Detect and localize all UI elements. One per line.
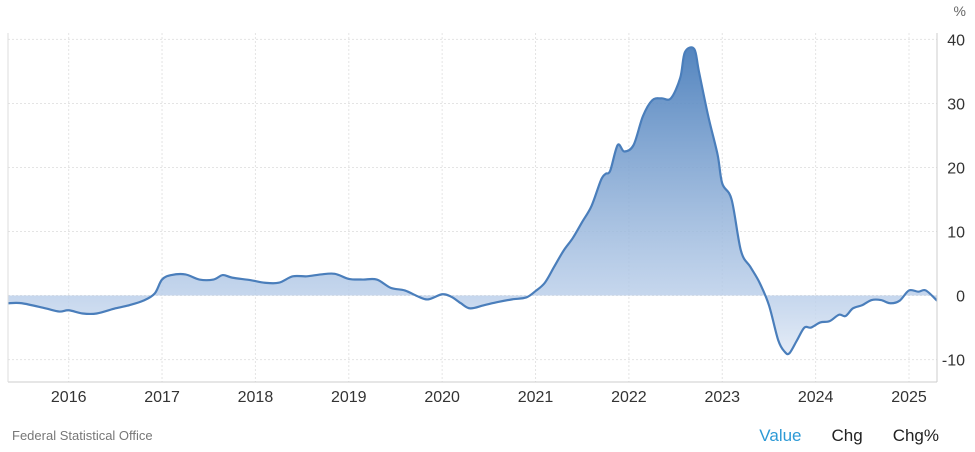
tab-value[interactable]: Value: [759, 426, 802, 445]
x-tick-label: 2016: [51, 389, 87, 406]
series-area: [8, 47, 937, 355]
y-tick-label: 30: [947, 96, 965, 113]
tick-labels: 40 30 20 10 0 -10% 2016 2017 2018 2019 2020 2021 202…: [51, 3, 966, 406]
area-fill-group: [8, 46, 937, 356]
y-tick-label: 10: [947, 225, 965, 242]
axes: [7, 33, 938, 383]
tab-chg-percent[interactable]: Chg%: [892, 426, 939, 445]
x-tick-label: 2019: [331, 389, 367, 406]
x-tick-label: 2021: [518, 389, 554, 406]
x-tick-label: 2022: [611, 389, 647, 406]
series-line: [8, 46, 937, 356]
x-tick-label: 2025: [891, 389, 927, 406]
y-tick-label: 40: [947, 32, 965, 49]
x-tick-label: 2017: [144, 389, 180, 406]
x-tick-label: 2023: [704, 389, 740, 406]
source-label: Federal Statistical Office: [12, 428, 153, 443]
y-tick-label: 20: [947, 160, 965, 177]
view-tabs: Value Chg Chg%: [729, 426, 939, 446]
y-tick-label: 0: [956, 289, 965, 306]
x-tick-label: 2020: [424, 389, 460, 406]
y-tick-label: -10: [942, 353, 965, 370]
x-tick-label: 2024: [798, 389, 834, 406]
y-unit-label: %: [954, 3, 966, 19]
x-tick-label: 2018: [238, 389, 274, 406]
tab-chg[interactable]: Chg: [831, 426, 863, 445]
line-area-chart: 40 30 20 10 0 -10% 2016 2017 2018 2019 2020 2021 202…: [7, 3, 966, 406]
